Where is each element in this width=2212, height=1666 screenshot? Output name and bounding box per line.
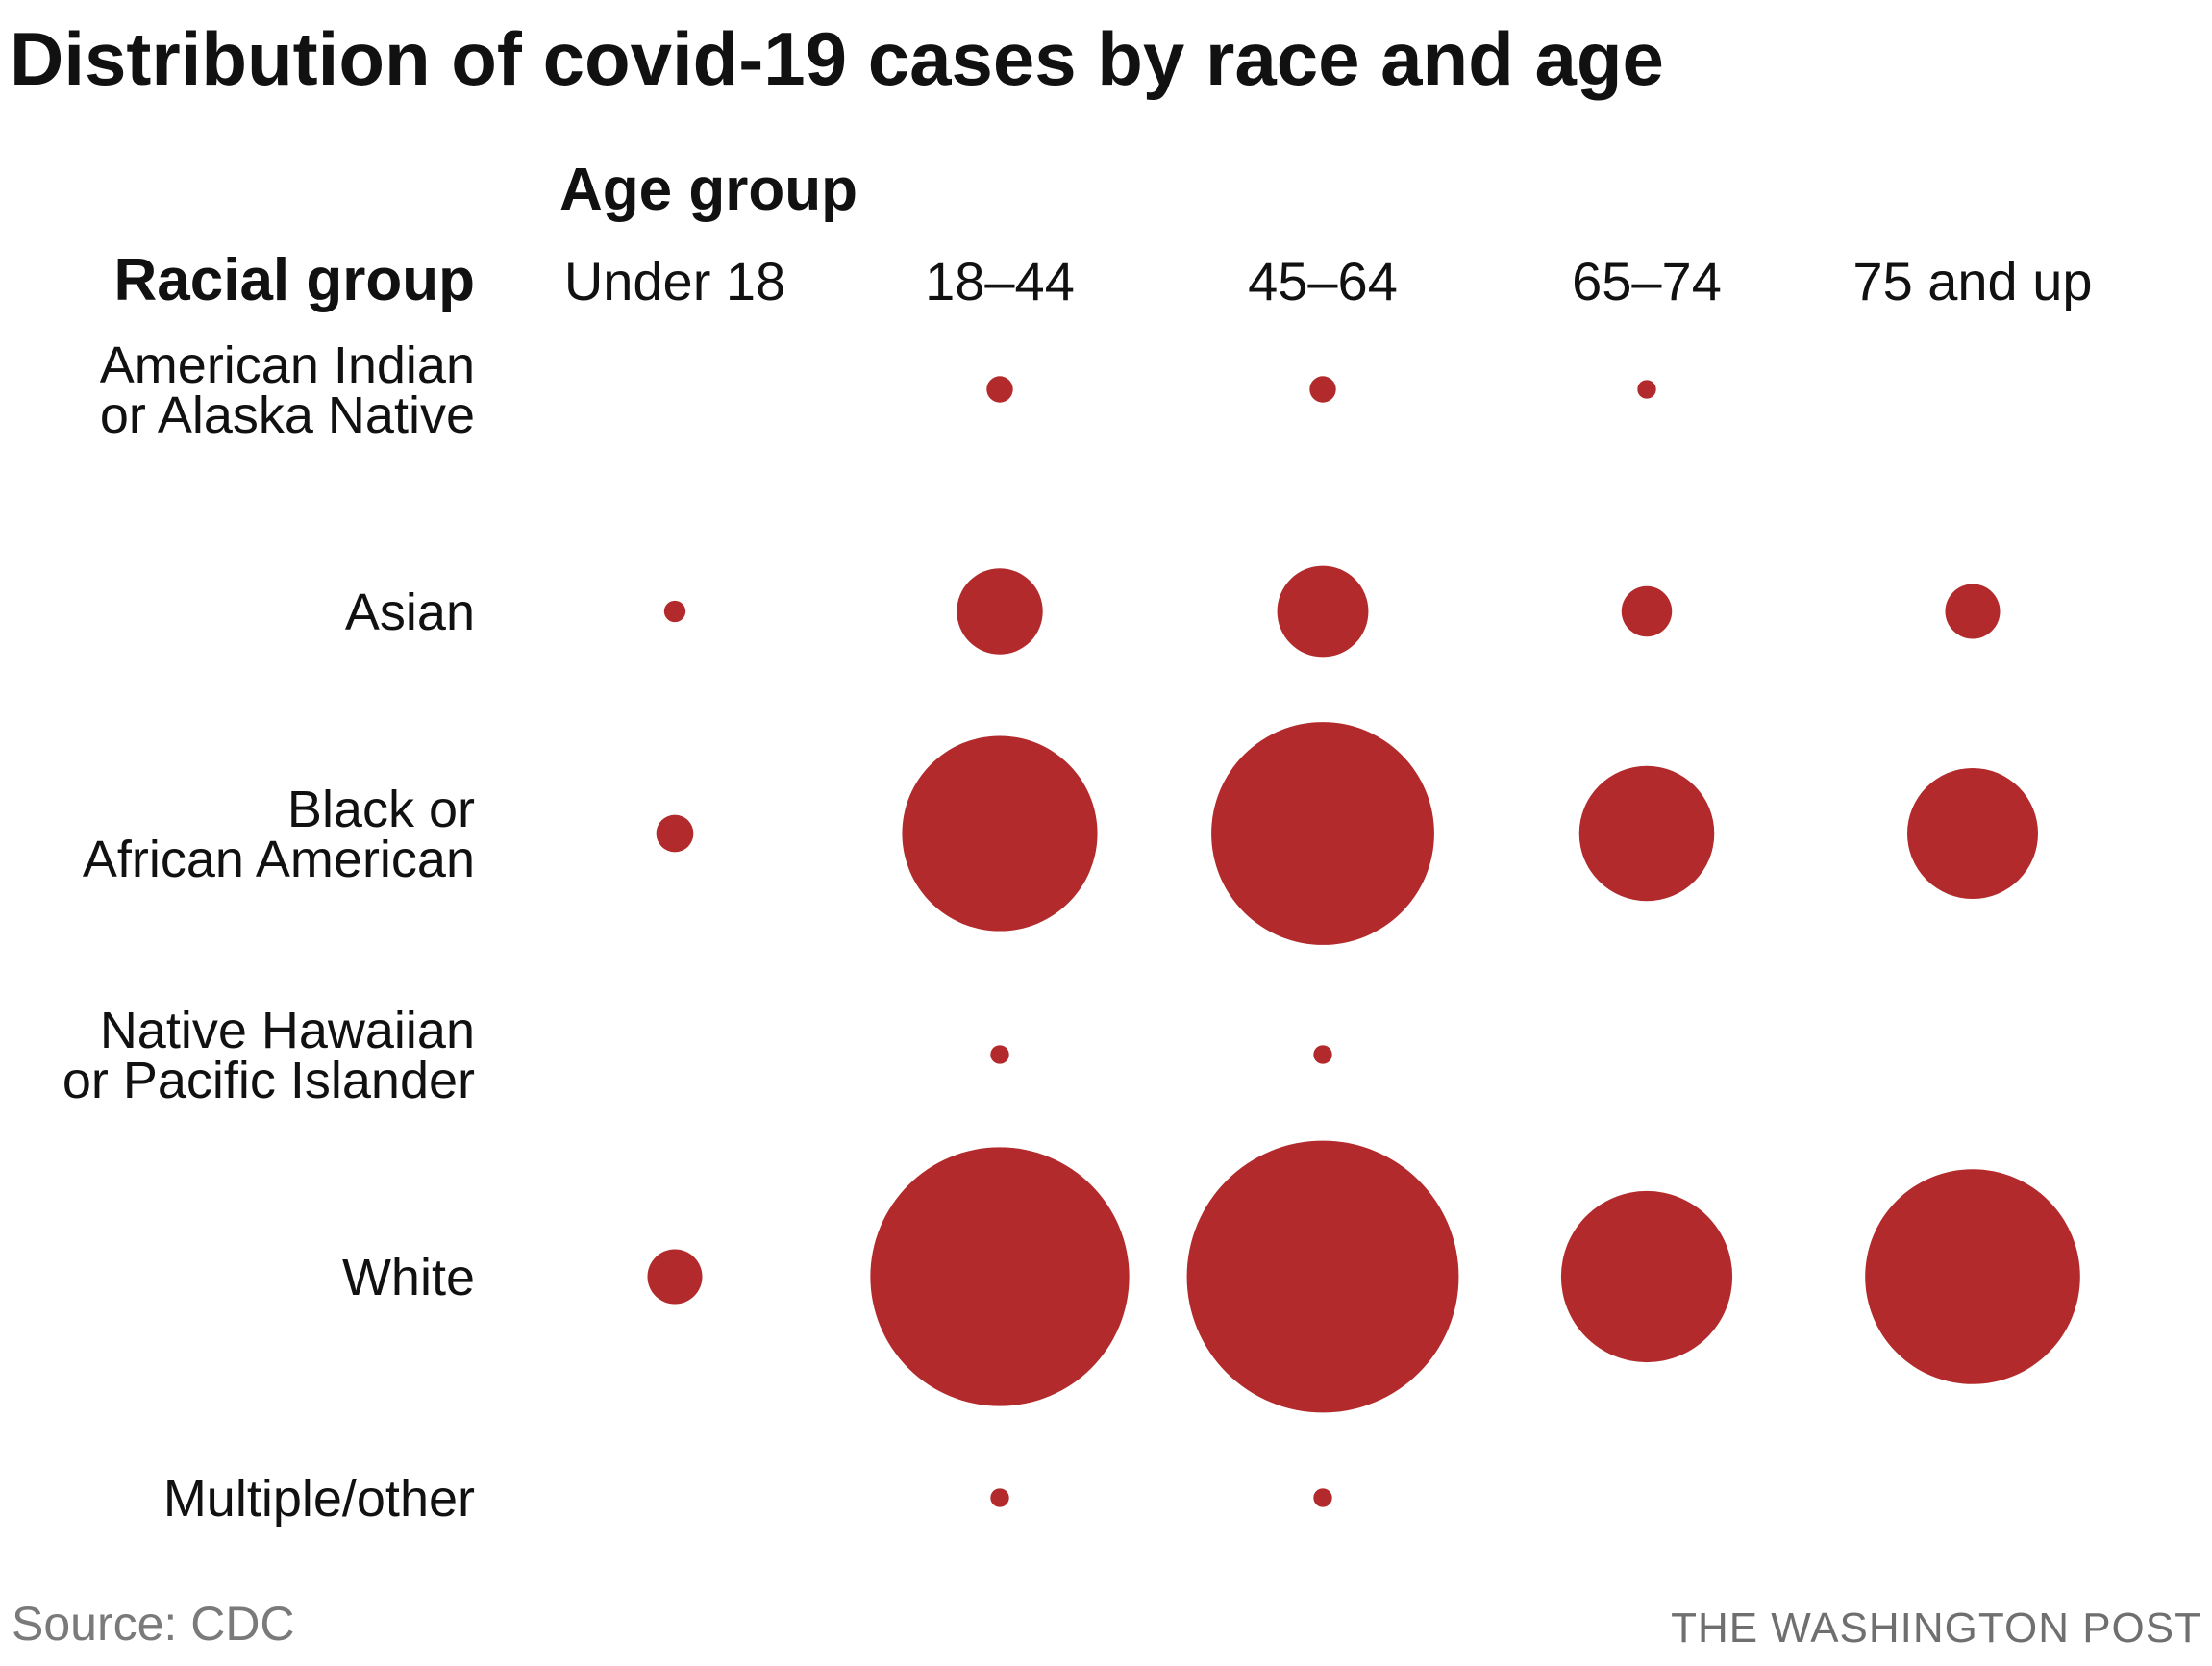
bubble (902, 735, 1098, 932)
bubble (1313, 1488, 1332, 1507)
bubble (986, 376, 1013, 403)
bubble (1186, 1140, 1459, 1413)
bubble (957, 568, 1043, 655)
chart-title: Distribution of covid-19 cases by race a… (10, 16, 1664, 101)
column-label: 65–74 (1572, 251, 1722, 311)
bubble (1906, 767, 2039, 900)
row-label: or Alaska Native (100, 386, 475, 444)
bubble (1865, 1169, 2080, 1384)
bubble (1621, 585, 1673, 637)
bubble (1637, 380, 1656, 399)
row-label: Native Hawaiian (100, 1002, 475, 1059)
row-label: Asian (345, 584, 475, 641)
age-group-heading: Age group (559, 157, 857, 223)
bubble (1211, 722, 1434, 945)
bubble (990, 1488, 1009, 1507)
source-note: Source: CDC (12, 1597, 295, 1651)
bubble (990, 1045, 1009, 1064)
bubble-marks (647, 376, 2080, 1507)
racial-group-heading: Racial group (113, 247, 475, 313)
bubble (656, 814, 694, 853)
bubble (1277, 565, 1369, 658)
bubble (1313, 1045, 1332, 1064)
column-label: 18–44 (925, 251, 1075, 311)
row-label: or Pacific Islander (62, 1052, 475, 1109)
bubble (647, 1249, 703, 1305)
bubble (1578, 765, 1715, 902)
bubble (1945, 584, 2001, 639)
column-label: Under 18 (564, 251, 785, 311)
row-label: American Indian (100, 336, 475, 394)
age-group-labels: Under 18 18–44 45–64 65–74 75 and up (564, 251, 2093, 311)
column-label: 75 and up (1852, 251, 2092, 311)
bubble (1309, 376, 1336, 403)
row-label: White (342, 1249, 475, 1306)
row-label: Multiple/other (163, 1470, 475, 1528)
publisher-credit: THE WASHINGTON POST (1671, 1604, 2201, 1652)
column-label: 45–64 (1248, 251, 1398, 311)
row-label: Black or (287, 781, 475, 838)
bubble (870, 1147, 1130, 1406)
bubble (1560, 1190, 1733, 1363)
row-label: African American (83, 831, 475, 888)
bubble (663, 600, 686, 623)
